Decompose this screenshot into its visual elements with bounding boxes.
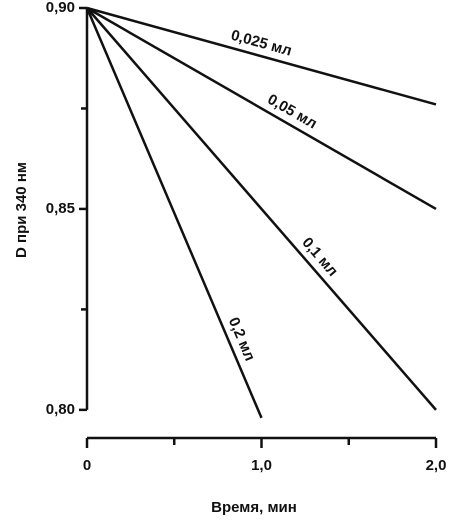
series-label: 0,2 мл xyxy=(225,315,259,364)
y-tick-label: 0,85 xyxy=(46,200,75,217)
x-tick-label: 0 xyxy=(83,457,91,474)
y-axis-label: D при 340 нм xyxy=(13,162,30,258)
line xyxy=(86,6,437,106)
x-tick-label: 1,0 xyxy=(251,457,272,474)
line xyxy=(85,7,263,419)
line xyxy=(86,6,437,211)
y-tick-label: 0,90 xyxy=(46,0,75,16)
x-tick-label: 2,0 xyxy=(426,457,447,474)
x-axis-label: Время, мин xyxy=(211,499,297,516)
line xyxy=(86,7,437,411)
y-tick-label: 0,80 xyxy=(46,401,75,418)
series-label: 0,025 мл xyxy=(229,27,294,60)
